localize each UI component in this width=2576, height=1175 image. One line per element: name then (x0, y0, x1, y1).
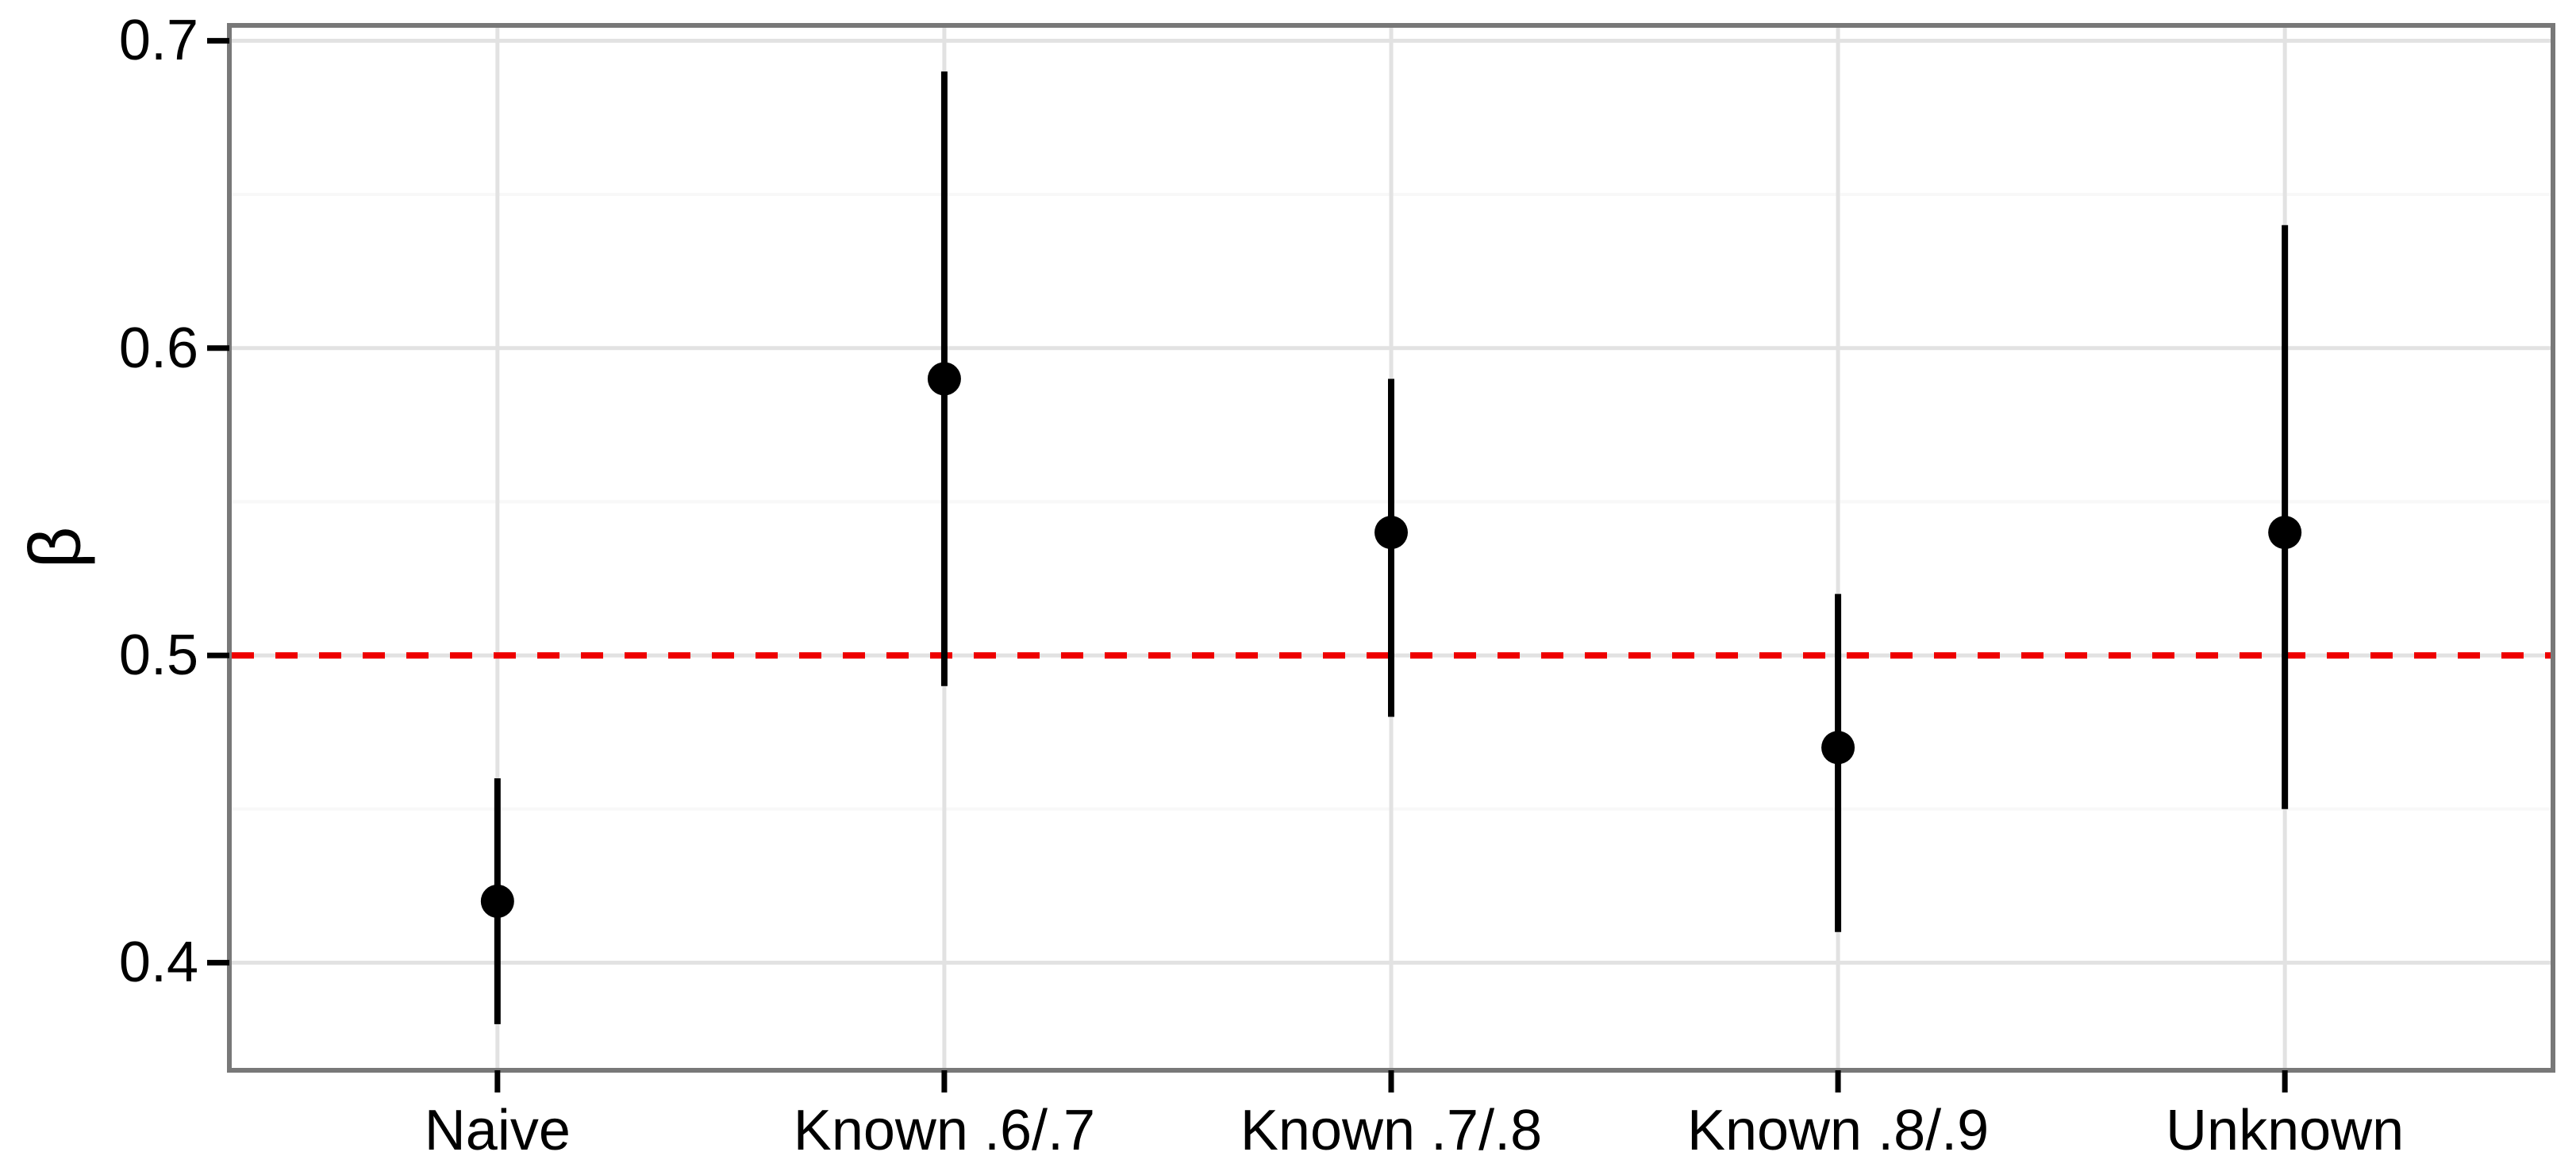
y-tick-label: 0.5 (118, 624, 198, 688)
x-tick-label: Known .7/.8 (1240, 1099, 1543, 1162)
point-marker (927, 362, 961, 396)
point-marker (480, 884, 514, 918)
x-tick-label: Known .8/.9 (1686, 1099, 1990, 1162)
point-marker (1821, 731, 1855, 765)
x-tick-label: Known .6/.7 (793, 1099, 1096, 1162)
x-tick-label: Unknown (2166, 1099, 2405, 1162)
y-axis-title: β (14, 526, 96, 569)
y-tick-label: 0.6 (118, 316, 198, 380)
point-marker (1375, 516, 1408, 550)
y-tick-label: 0.4 (118, 931, 198, 995)
point-marker (2268, 516, 2302, 550)
x-tick-label: Naive (424, 1099, 571, 1162)
y-tick-label: 0.7 (118, 9, 198, 73)
